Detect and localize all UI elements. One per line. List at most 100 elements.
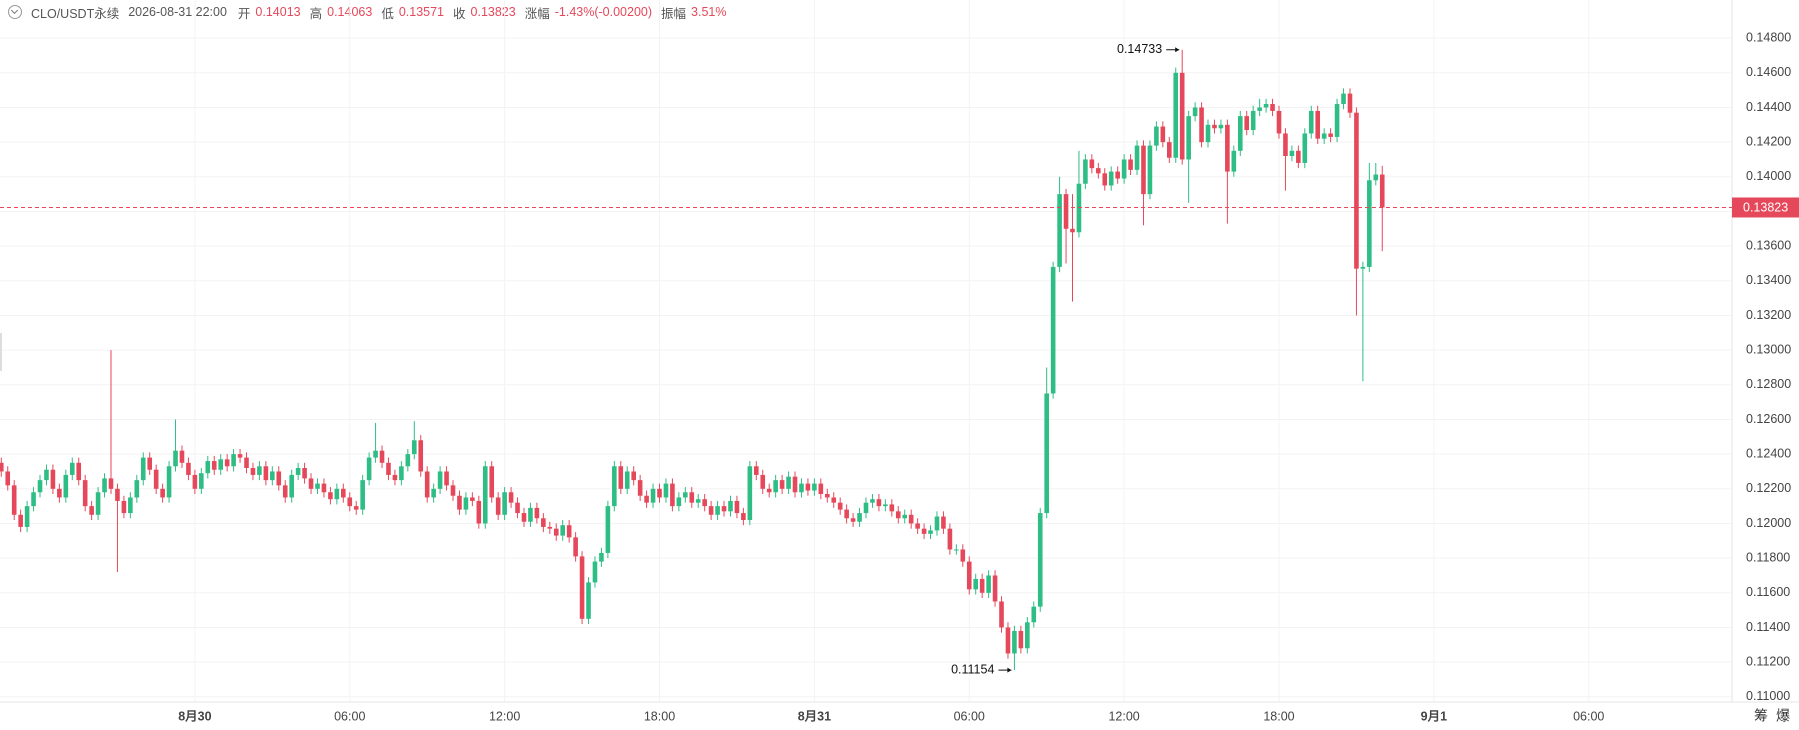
candle-body — [670, 483, 675, 507]
extreme-label: 0.11154 — [951, 662, 994, 676]
candle-body — [579, 556, 585, 619]
candle-body — [908, 514, 914, 524]
candle-body — [870, 499, 875, 503]
y-tick-label: 0.14600 — [1746, 65, 1791, 79]
candle-body — [766, 488, 772, 493]
candle-body — [1037, 513, 1043, 607]
candle-body — [502, 492, 507, 515]
x-tick-label: 18:00 — [1263, 709, 1294, 723]
candle-body — [1005, 627, 1011, 654]
candle-body — [1341, 93, 1346, 104]
candle-body — [482, 466, 488, 524]
candle-body — [424, 471, 430, 498]
candle-body — [1347, 93, 1353, 113]
candle-body — [457, 495, 462, 510]
y-tick-label: 0.13000 — [1746, 342, 1791, 356]
candle-body — [676, 497, 682, 507]
candle-body — [95, 492, 101, 515]
candle-body — [1044, 393, 1049, 514]
candle-body — [986, 575, 991, 593]
candle-body — [1115, 171, 1120, 179]
candle-body — [566, 525, 572, 538]
toolbar-button[interactable]: 爆 — [1776, 708, 1790, 724]
candle-body — [31, 492, 36, 507]
candle-body — [1063, 194, 1069, 229]
candle-body — [386, 462, 391, 475]
y-tick-label: 0.12600 — [1746, 412, 1791, 426]
candle-body — [992, 575, 998, 602]
candle-body — [850, 518, 856, 522]
extreme-arrowhead — [1175, 47, 1180, 53]
candle-body — [160, 488, 165, 498]
candle-body — [508, 492, 514, 503]
time: 2026-08-31 22:00 — [128, 5, 227, 19]
candle-body — [192, 474, 198, 489]
candle-body — [328, 492, 333, 500]
x-tick-label: 06:00 — [1573, 709, 1604, 723]
candle-body — [57, 488, 62, 498]
candle-body — [1360, 266, 1366, 269]
candle-body — [1315, 110, 1321, 139]
candle-body — [895, 511, 901, 519]
y-tick-label: 0.13400 — [1746, 273, 1791, 287]
candle-body — [450, 485, 456, 496]
candle-body — [831, 497, 837, 503]
candle-body — [876, 499, 882, 507]
candle-body — [1076, 183, 1082, 233]
candle-body — [89, 506, 94, 515]
candle-body — [534, 507, 540, 519]
candle-body — [1160, 126, 1166, 143]
candle-body — [1134, 145, 1140, 170]
candle-body — [1179, 72, 1185, 160]
candle-body — [573, 537, 578, 557]
candle-body — [805, 483, 811, 491]
high-label: 高 — [309, 6, 323, 21]
candle-body — [934, 516, 940, 531]
candle-body — [11, 485, 17, 515]
candle-body — [683, 492, 688, 498]
y-tick-label: 0.11200 — [1746, 654, 1790, 668]
candle-body — [134, 480, 140, 498]
candle-body — [1373, 174, 1379, 181]
amplitude-label: 振幅 — [661, 6, 687, 21]
toolbar-button[interactable]: 筹 — [1754, 708, 1768, 724]
candle-body — [1205, 124, 1211, 143]
candle-body — [463, 497, 469, 510]
candle-body — [1128, 159, 1133, 170]
y-tick-label: 0.11000 — [1746, 689, 1790, 703]
candle-body — [728, 500, 733, 512]
candle-body — [1379, 174, 1385, 208]
candle-body — [1057, 194, 1062, 267]
grid — [0, 0, 1732, 702]
candle-body — [308, 478, 314, 489]
low-label: 低 — [381, 6, 394, 21]
side-handle[interactable] — [0, 333, 2, 371]
candle-body — [1328, 133, 1333, 137]
candle-body — [1302, 133, 1308, 163]
close-label: 收 — [453, 6, 466, 21]
candle-body — [695, 499, 701, 503]
candle-body — [173, 450, 178, 467]
candle-body — [928, 530, 933, 534]
candle-body — [379, 450, 385, 463]
candle-body — [489, 466, 495, 498]
candle-body — [521, 513, 527, 522]
candle-body — [883, 504, 888, 507]
candle-body — [1012, 630, 1017, 654]
candle-body — [1289, 150, 1295, 156]
candle-body — [1089, 159, 1095, 169]
candle-body — [1050, 266, 1056, 394]
candle-body — [1237, 116, 1243, 151]
candle-body — [1276, 110, 1282, 134]
candle-body — [786, 476, 791, 489]
candle-body — [315, 483, 320, 489]
candle-body — [612, 466, 617, 507]
candle-body — [1334, 104, 1340, 137]
candle-body — [741, 513, 746, 520]
candle-body — [276, 471, 282, 486]
y-tick-label: 0.14400 — [1746, 100, 1791, 114]
amplitude-value: 3.51% — [691, 5, 727, 19]
collapse-icon[interactable] — [8, 5, 22, 19]
candle-body — [547, 526, 553, 529]
